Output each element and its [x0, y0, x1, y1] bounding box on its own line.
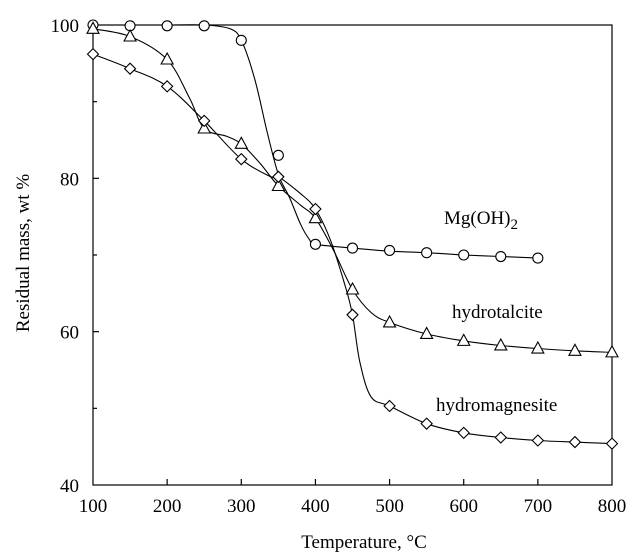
data-point-hydrotalcite — [605, 344, 619, 358]
series-labels: Mg(OH)2 hydrotalcite hydromagnesite — [436, 208, 557, 416]
y-tick-label: 60 — [60, 323, 79, 344]
data-point-mg-oh-2 — [532, 252, 544, 264]
series-mg-oh-2 — [87, 19, 544, 264]
x-axis-title: Temperature, °C — [301, 532, 427, 553]
data-point-mg-oh-2 — [161, 20, 173, 32]
data-point-hydrotalcite — [382, 314, 397, 328]
y-tick-label: 80 — [60, 169, 79, 190]
data-point-mg-oh-2 — [272, 149, 284, 161]
data-point-hydrotalcite — [345, 281, 360, 295]
series-label-mg-oh-2: Mg(OH)2 — [444, 208, 518, 233]
data-point-hydrotalcite — [123, 28, 137, 42]
data-point-hydromagnesite — [197, 114, 211, 128]
data-point-hydrotalcite — [419, 326, 434, 340]
data-point-hydromagnesite — [160, 80, 174, 93]
data-point-hydromagnesite — [457, 426, 470, 440]
data-point-hydrotalcite — [271, 178, 286, 192]
data-point-hydrotalcite — [308, 210, 323, 224]
series-hydromagnesite — [86, 47, 619, 450]
data-point-mg-oh-2 — [235, 34, 247, 46]
x-tick-label: 200 — [153, 496, 182, 517]
data-point-hydrotalcite — [197, 120, 212, 134]
data-point-hydrotalcite — [160, 51, 175, 65]
data-point-hydrotalcite — [530, 340, 545, 354]
data-point-hydromagnesite — [383, 399, 396, 413]
x-tick-label: 600 — [449, 496, 478, 517]
data-point-hydrotalcite — [456, 333, 471, 346]
data-point-hydromagnesite — [346, 308, 359, 322]
x-tick-label: 700 — [524, 496, 553, 517]
data-point-hydromagnesite — [309, 202, 322, 216]
x-tick-label: 400 — [301, 496, 330, 517]
data-point-hydromagnesite — [123, 62, 137, 75]
data-point-hydrotalcite — [234, 136, 249, 149]
data-point-mg-oh-2 — [198, 20, 210, 32]
data-point-hydromagnesite — [494, 431, 508, 444]
data-point-hydromagnesite — [420, 417, 433, 430]
y-tick-label: 40 — [60, 476, 79, 497]
data-point-mg-oh-2 — [421, 247, 433, 259]
x-tick-label: 100 — [79, 496, 108, 517]
data-point-mg-oh-2 — [309, 238, 321, 250]
series-label-hydromagnesite: hydromagnesite — [436, 395, 557, 416]
axes: 100 200 300 400 500 600 700 800 40 60 80 100 — [51, 16, 627, 517]
series-layer — [86, 19, 619, 450]
data-point-mg-oh-2 — [346, 242, 359, 254]
data-point-mg-oh-2 — [458, 249, 470, 261]
data-point-hydrotalcite — [86, 21, 100, 34]
data-point-mg-oh-2 — [384, 244, 396, 256]
series-label-hydrotalcite: hydrotalcite — [452, 302, 543, 323]
x-tick-label: 500 — [375, 496, 404, 517]
data-point-hydrotalcite — [568, 343, 582, 356]
data-point-hydromagnesite — [235, 152, 248, 166]
y-axis-title: Residual mass, wt % — [13, 174, 34, 332]
y-tick-label: 100 — [51, 16, 80, 37]
series-line-hydromagnesite — [92, 53, 613, 445]
data-point-hydromagnesite — [272, 170, 285, 184]
series-hydrotalcite — [86, 21, 619, 358]
x-tick-label: 800 — [598, 496, 627, 517]
data-point-hydromagnesite — [605, 437, 619, 450]
data-point-hydrotalcite — [493, 337, 508, 351]
data-point-hydromagnesite — [86, 47, 100, 61]
x-tick-label: 300 — [227, 496, 256, 517]
data-point-hydromagnesite — [531, 434, 545, 447]
data-point-hydromagnesite — [568, 435, 582, 449]
data-point-mg-oh-2 — [495, 250, 507, 263]
